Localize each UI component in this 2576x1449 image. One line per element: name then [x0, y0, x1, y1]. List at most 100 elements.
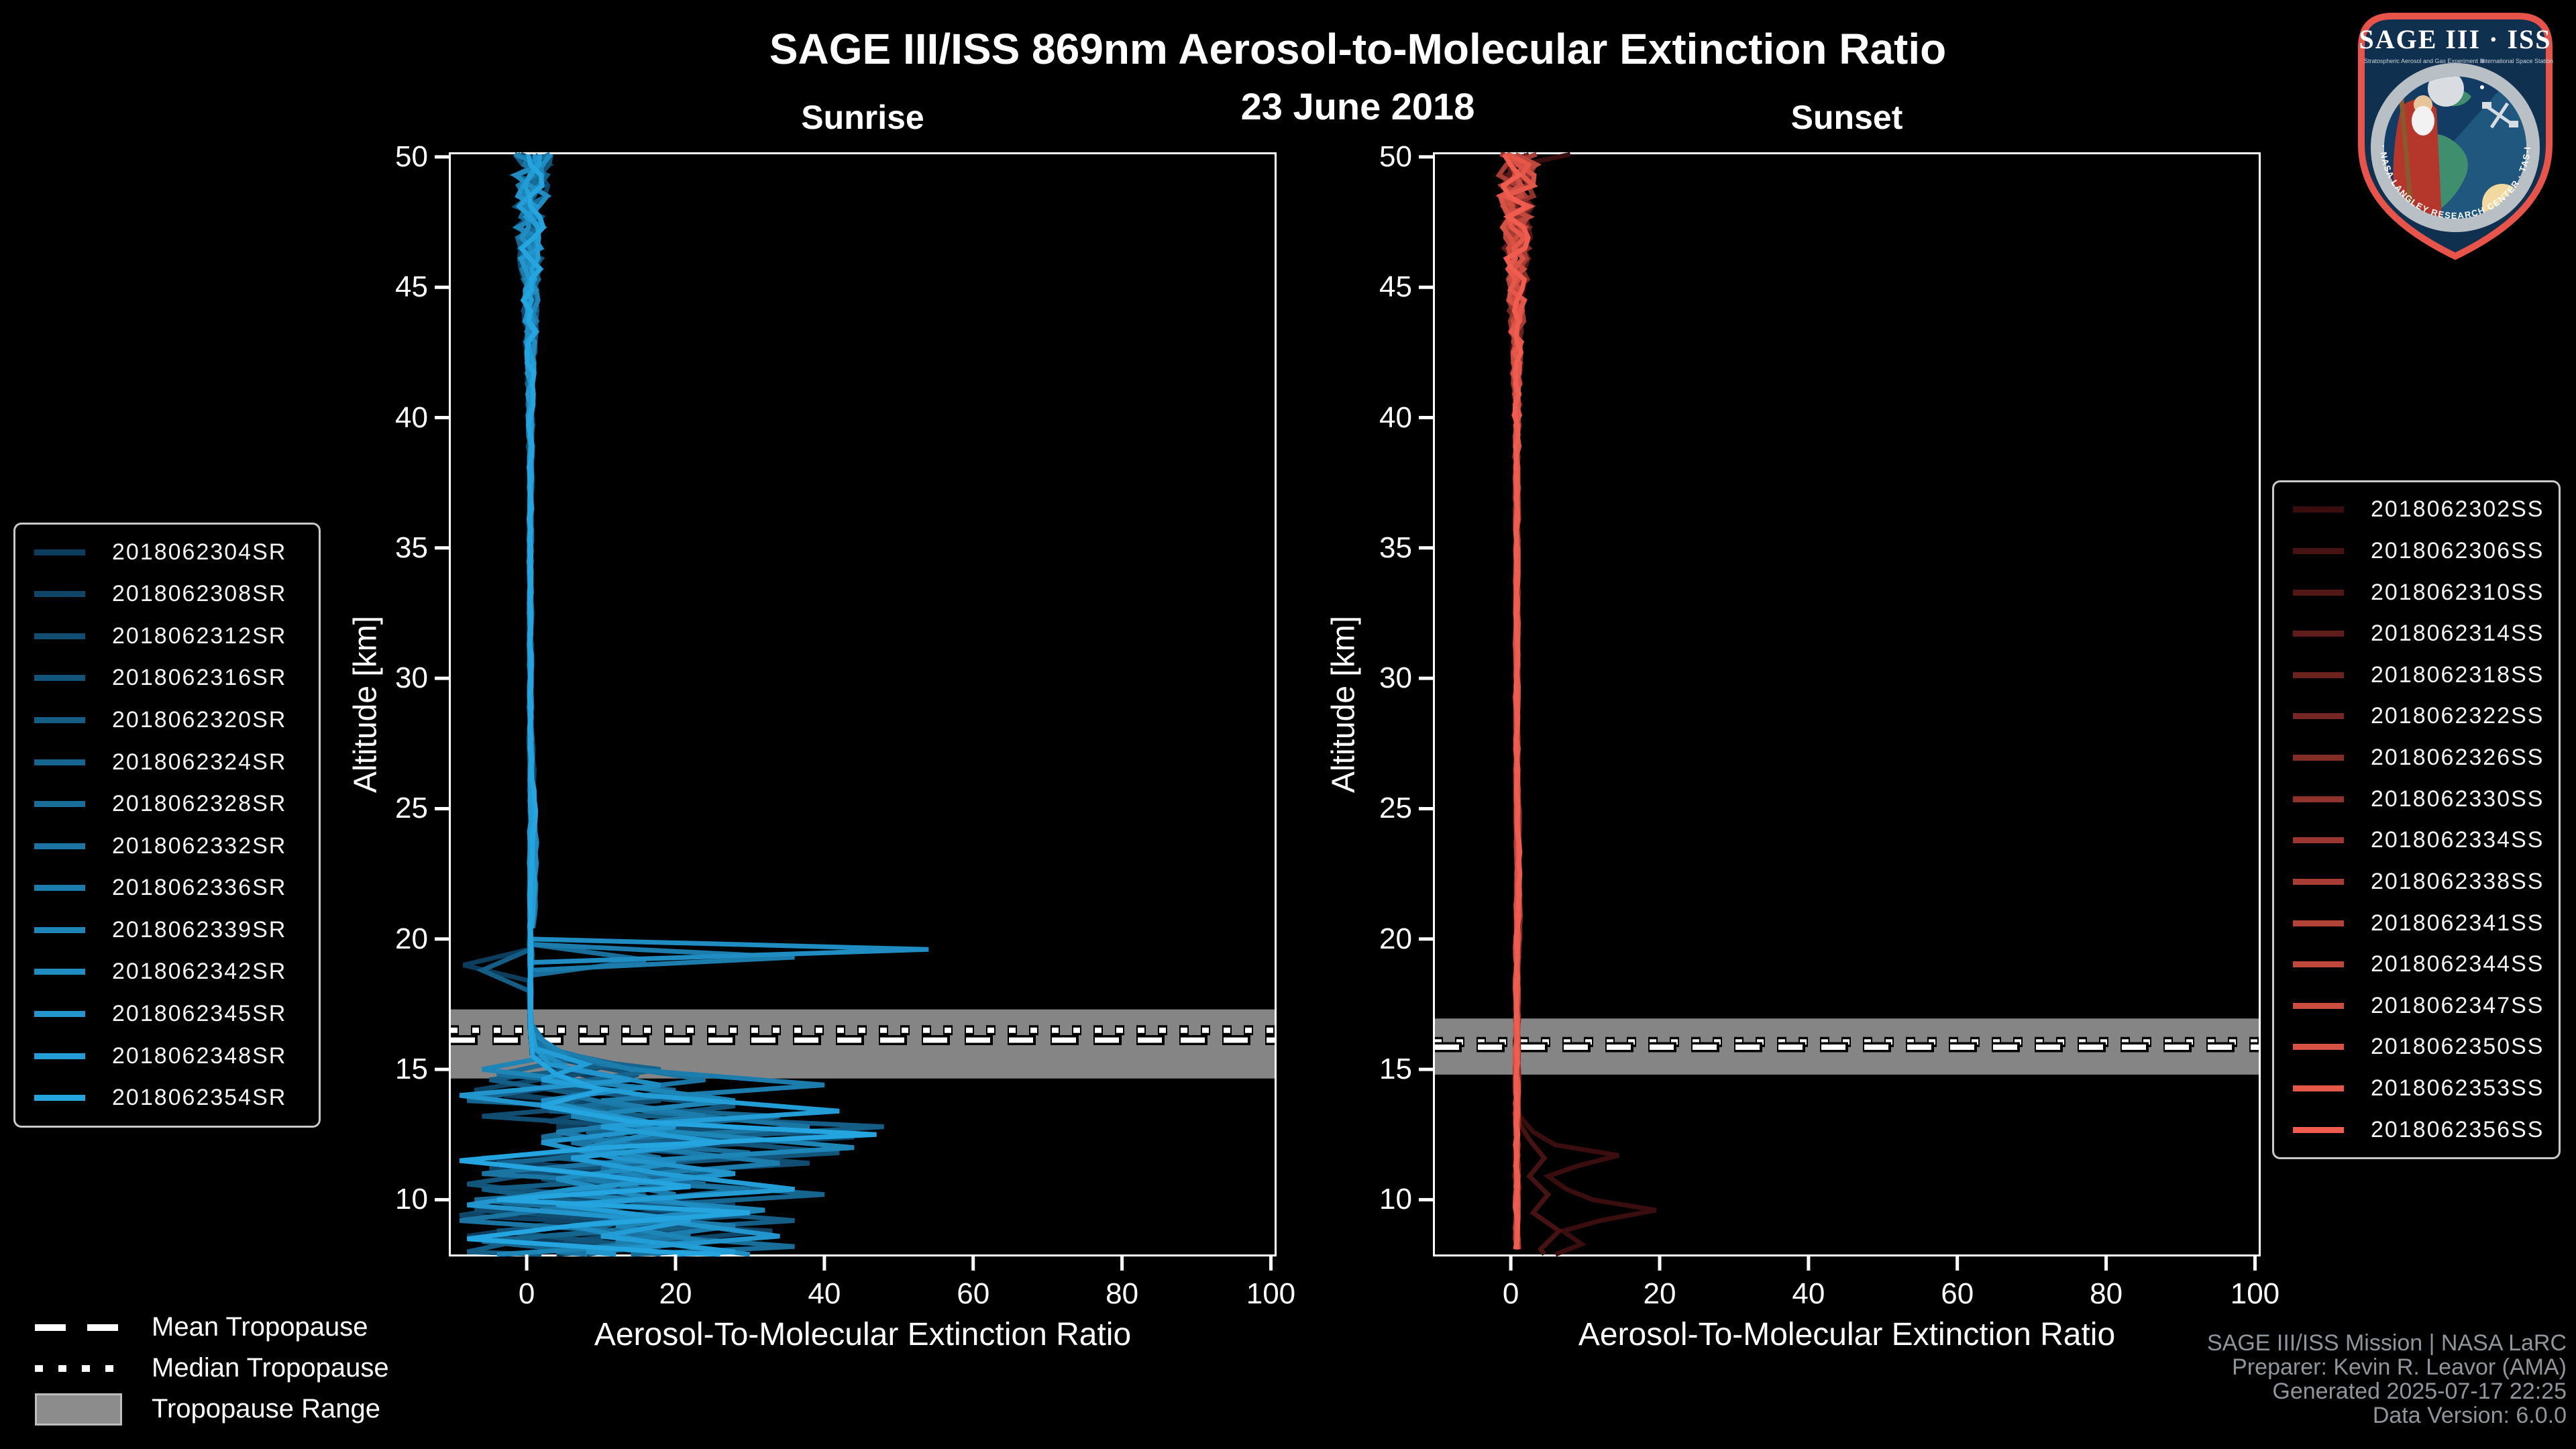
x-tick-label: 60: [1941, 1277, 1974, 1310]
x-tick-label: 80: [1106, 1277, 1139, 1310]
legend-item: 2018062322SS: [2274, 703, 2559, 729]
legend-item: 2018062354SR: [15, 1085, 319, 1111]
legend-item-label: 2018062306SS: [2371, 537, 2544, 564]
attribution-version: Data Version: 6.0.0: [2372, 1403, 2567, 1428]
range-band-sample: [35, 1393, 122, 1426]
legend-item-label: 2018062345SR: [112, 1000, 287, 1026]
legend-item-label: 2018062344SS: [2371, 951, 2544, 977]
legend-line-sample: [2293, 920, 2344, 926]
sunrise-x-axis-label: Aerosol-To-Molecular Extinction Ratio: [594, 1317, 1132, 1352]
legend-item-label: 2018062324SR: [112, 749, 287, 775]
sunset-x-axis-label: Aerosol-To-Molecular Extinction Ratio: [1578, 1317, 2116, 1352]
legend-item-label: 2018062330SS: [2371, 786, 2544, 812]
sunset-plot-canvas: [1419, 152, 2259, 1271]
legend-line-sample: [34, 1010, 85, 1017]
sage-iii-iss-logo-icon: SAGE III · ISS Stratospheric Aerosol and…: [2344, 5, 2553, 260]
legend-item: 2018062310SS: [2274, 580, 2559, 606]
legend-item-label: 2018062304SR: [112, 539, 287, 565]
legend-item-label: 2018062350SS: [2371, 1034, 2544, 1060]
tropopause-range-label: Tropopause Range: [152, 1394, 380, 1424]
legend-item-label: 2018062354SR: [112, 1085, 287, 1111]
page-title: SAGE III/ISS 869nm Aerosol-to-Molecular …: [769, 25, 1947, 73]
sunrise-panel-title: Sunrise: [801, 99, 924, 136]
legend-item: 2018062353SS: [2274, 1075, 2559, 1102]
legend-item: 2018062344SS: [2274, 951, 2559, 977]
legend-item-label: 2018062322SS: [2371, 703, 2544, 729]
legend-item-label: 2018062326SS: [2371, 745, 2544, 771]
legend-item-label: 2018062348SR: [112, 1042, 287, 1069]
legend-item: 2018062328SR: [15, 791, 319, 817]
y-tick-label: 45: [1379, 270, 1412, 304]
x-tick-label: 100: [2230, 1277, 2280, 1310]
legend-line-sample: [34, 717, 85, 724]
x-tick-label: 40: [808, 1277, 841, 1310]
legend-item: 2018062324SR: [15, 749, 319, 775]
logo-moon-icon: [2428, 76, 2464, 107]
legend-item: 2018062316SR: [15, 665, 319, 691]
y-tick-label: 35: [395, 531, 428, 564]
legend-item: 2018062312SR: [15, 623, 319, 649]
legend-item: 2018062356SS: [2274, 1117, 2559, 1143]
legend-item: 2018062341SS: [2274, 910, 2559, 936]
legend-item-label: 2018062341SS: [2371, 910, 2544, 936]
legend-item-label: 2018062342SR: [112, 959, 287, 985]
legend-item: 2018062348SR: [15, 1043, 319, 1069]
legend-line-sample: [2293, 1002, 2344, 1009]
x-tick-label: 20: [1643, 1277, 1676, 1310]
y-tick-label: 15: [395, 1053, 428, 1086]
legend-item-label: 2018062302SS: [2371, 496, 2544, 523]
sunrise-event-legend: 2018062304SR 2018062308SR 2018062312SR 2018…: [13, 523, 321, 1128]
tropopause-legend: Mean Tropopause Median Tropopause Tropop…: [35, 1307, 389, 1430]
legend-item-label: 2018062328SR: [112, 791, 287, 817]
sunrise-plot-canvas: [435, 152, 1275, 1271]
legend-item-label: 2018062318SS: [2371, 661, 2544, 688]
legend-item: 2018062350SS: [2274, 1034, 2559, 1060]
legend-item-label: 2018062339SR: [112, 916, 287, 943]
legend-line-sample: [2293, 878, 2344, 885]
legend-line-sample: [2293, 589, 2344, 596]
x-tick-label: 20: [659, 1277, 692, 1310]
legend-item: 2018062320SR: [15, 707, 319, 733]
sunset-y-axis-label: Altitude [km]: [1326, 615, 1362, 794]
profile-line-2018062356SS: [1500, 153, 1532, 1250]
x-tick-label: 80: [2090, 1277, 2123, 1310]
y-tick-label: 30: [395, 661, 428, 695]
legend-line-sample: [2293, 1085, 2344, 1092]
legend-line-sample: [2293, 672, 2344, 678]
sunrise-plot: [435, 152, 1277, 1271]
legend-item: 2018062345SR: [15, 1001, 319, 1027]
legend-line-sample: [34, 926, 85, 933]
logo-subtitle-left: Stratospheric Aerosol and Gas Experiment…: [2364, 58, 2485, 64]
legend-item: 2018062314SS: [2274, 621, 2559, 647]
legend-item-label: 2018062356SS: [2371, 1116, 2544, 1142]
legend-line-sample: [34, 759, 85, 765]
y-tick-label: 10: [395, 1183, 428, 1216]
legend-line-sample: [2293, 1044, 2344, 1051]
legend-line-sample: [2293, 506, 2344, 513]
legend-item: 2018062308SR: [15, 581, 319, 607]
legend-item-label: 2018062312SR: [112, 623, 287, 649]
y-tick-label: 10: [1379, 1183, 1412, 1216]
legend-item-label: 2018062314SS: [2371, 621, 2544, 647]
legend-line-sample: [2293, 755, 2344, 761]
logo-earth-scene: [2384, 76, 2526, 219]
legend-line-sample: [2293, 713, 2344, 720]
x-tick-label: 100: [1246, 1277, 1296, 1310]
legend-item-label: 2018062353SS: [2371, 1075, 2544, 1102]
x-tick-label: 0: [1502, 1277, 1519, 1310]
x-tick-label: 0: [518, 1277, 535, 1310]
figure-date: 23 June 2018: [1240, 85, 1475, 127]
legend-item-label: 2018062336SR: [112, 875, 287, 901]
y-tick-label: 20: [1379, 922, 1412, 955]
legend-item-label: 2018062347SS: [2371, 992, 2544, 1018]
legend-item: 2018062302SS: [2274, 496, 2559, 523]
legend-line-sample: [34, 843, 85, 849]
y-tick-label: 35: [1379, 531, 1412, 564]
attribution-generated: Generated 2025-07-17 22:25: [2272, 1379, 2567, 1404]
legend-line-sample: [2293, 1126, 2344, 1133]
y-tick-label: 20: [395, 922, 428, 955]
legend-item: 2018062342SR: [15, 959, 319, 985]
y-tick-label: 25: [1379, 792, 1412, 825]
legend-line-sample: [2293, 631, 2344, 637]
